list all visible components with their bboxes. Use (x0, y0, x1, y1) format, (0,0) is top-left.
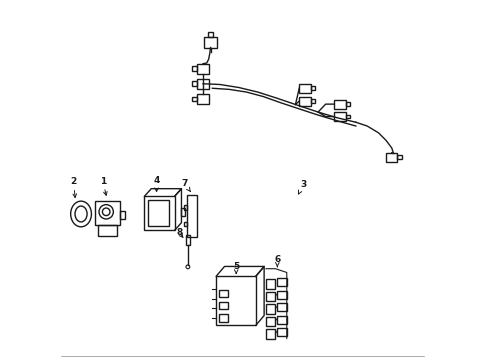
Bar (310, 86, 314, 90)
Bar (204, 37, 216, 48)
Bar (219, 314, 228, 321)
Bar (397, 156, 401, 159)
Bar (148, 200, 169, 226)
Bar (183, 205, 187, 210)
Bar (219, 290, 228, 297)
Bar (265, 329, 275, 338)
Text: 1: 1 (100, 177, 107, 195)
Bar (192, 96, 197, 101)
Bar (265, 304, 275, 314)
Bar (265, 279, 275, 289)
Bar (192, 66, 197, 71)
Bar (299, 96, 310, 105)
Bar (277, 328, 286, 336)
Text: 5: 5 (233, 262, 239, 274)
Bar (334, 100, 345, 109)
Bar (216, 276, 255, 325)
Bar (187, 195, 196, 237)
Bar (265, 317, 275, 326)
Bar (265, 292, 275, 301)
Text: 3: 3 (298, 180, 305, 194)
Bar (144, 196, 174, 230)
Bar (185, 235, 190, 245)
Text: 7: 7 (181, 179, 190, 192)
Bar (345, 102, 349, 106)
Bar (95, 201, 120, 225)
Bar (277, 291, 286, 299)
Bar (183, 222, 187, 226)
Text: 4: 4 (153, 176, 160, 192)
Bar (299, 84, 310, 93)
Bar (277, 315, 286, 324)
Bar (219, 302, 228, 310)
Bar (192, 81, 197, 86)
Bar (208, 32, 212, 37)
Bar (120, 211, 124, 219)
Bar (385, 153, 397, 162)
Bar (345, 115, 349, 118)
Bar (277, 278, 286, 287)
Bar (334, 112, 345, 121)
Text: 2: 2 (70, 177, 77, 198)
Bar (98, 225, 116, 236)
Bar (197, 79, 208, 89)
Text: 6: 6 (274, 255, 280, 267)
Bar (310, 99, 314, 103)
Text: 8: 8 (176, 228, 183, 237)
Bar (197, 94, 208, 104)
Bar (197, 64, 208, 73)
Bar (181, 208, 185, 216)
Bar (277, 303, 286, 311)
